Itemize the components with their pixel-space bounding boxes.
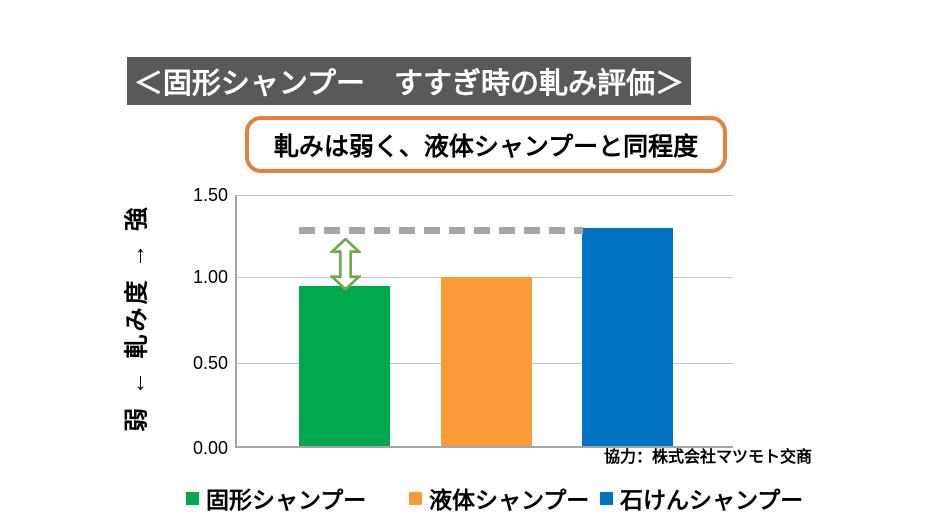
page-title: ＜固形シャンプー すすぎ時の軋み評価＞ — [127, 57, 691, 105]
y-tick-0-00: 0.00 — [192, 438, 228, 458]
reference-dashed-line — [299, 227, 583, 235]
bar-solid-shampoo — [299, 285, 390, 446]
y-tick-1-50: 1.50 — [192, 185, 228, 205]
credit-text: 協力：株式会社マツモト交商 — [603, 449, 812, 466]
conclusion-callout: 軋みは弱く、液体シャンプーと同程度 — [245, 116, 727, 173]
y-tick-1-00: 1.00 — [192, 267, 228, 287]
legend-swatch-blue-icon — [600, 491, 613, 505]
legend-item-soap-shampoo: 石けんシャンプー — [600, 481, 803, 515]
gridline-1-50 — [237, 195, 733, 196]
bar-liquid-shampoo — [441, 277, 532, 446]
legend-label: 石けんシャンプー — [620, 487, 804, 513]
legend-item-liquid-shampoo: 液体シャンプー — [409, 481, 589, 515]
legend-label: 固形シャンプー — [206, 487, 367, 513]
bar-soap-shampoo — [582, 228, 673, 446]
y-tick-0-50: 0.50 — [192, 353, 228, 373]
legend-item-solid-shampoo: 固形シャンプー — [186, 481, 366, 515]
legend-label: 液体シャンプー — [429, 487, 590, 513]
gap-double-arrow-icon — [330, 238, 361, 291]
legend-swatch-green-icon — [186, 491, 199, 505]
legend-swatch-orange-icon — [409, 491, 422, 505]
plot-area — [235, 195, 733, 448]
y-axis-title: 弱 ← 軋み度 → 強 — [123, 204, 151, 432]
